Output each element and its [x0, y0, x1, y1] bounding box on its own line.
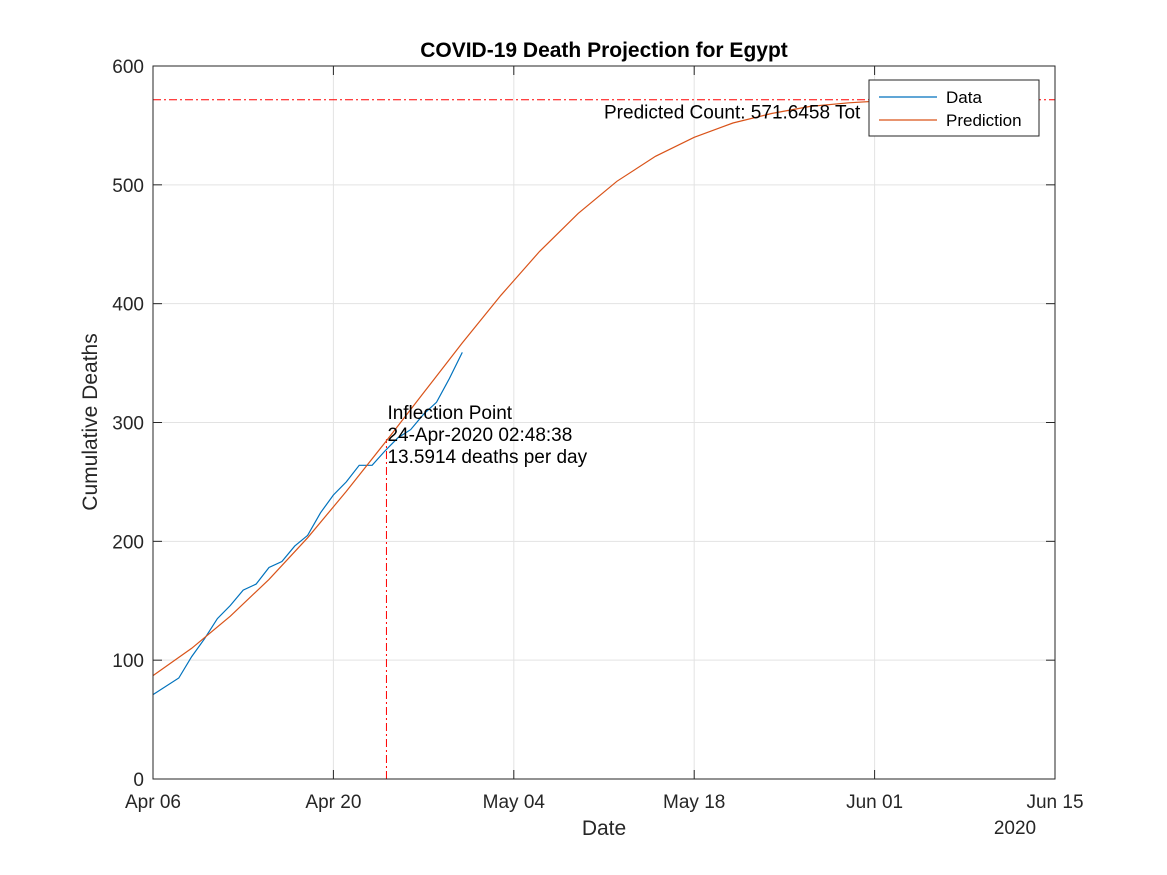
series-line-prediction [152, 99, 888, 677]
y-tick-label: 300 [112, 414, 144, 435]
inflection-point-annotation-line: Inflection Point [387, 403, 512, 424]
y-tick-label: 200 [112, 532, 144, 553]
annotations: Predicted Count: 571.6458 Tot Inflection … [387, 102, 861, 468]
x-tick-label: May 18 [663, 792, 725, 813]
legend-box [868, 79, 1040, 137]
series-lines [152, 99, 888, 696]
series-line-data [152, 352, 463, 696]
legend: Data Prediction [868, 79, 1040, 137]
x-tick-label: Jun 15 [1026, 792, 1083, 813]
chart-title: COVID-19 Death Projection for Egypt [420, 39, 788, 62]
y-tick-label: 0 [133, 770, 144, 791]
axis-ticks: Apr 06 Apr 20 May 04 May 18 Jun 01 Jun 15 0 100… [112, 57, 1083, 813]
x-axis-label: Date [582, 817, 626, 840]
legend-label-prediction: Prediction [946, 111, 1022, 130]
inflection-point-annotation-line: 24-Apr-2020 02:48:38 [387, 425, 572, 446]
x-tick-label: Apr 06 [125, 792, 181, 813]
x-tick-label: Jun 01 [846, 792, 903, 813]
y-tick-label: 100 [112, 651, 144, 672]
y-tick-label: 400 [112, 295, 144, 316]
y-tick-label: 600 [112, 57, 144, 78]
x-tick-label: Apr 20 [305, 792, 361, 813]
x-axis-year-label: 2020 [994, 818, 1036, 839]
x-tick-label: May 04 [483, 792, 546, 813]
inflection-point-annotation-line: 13.5914 deaths per day [387, 447, 587, 468]
predicted-count-annotation: Predicted Count: 571.6458 Tot [604, 102, 861, 123]
y-axis-label: Cumulative Deaths [79, 333, 102, 510]
legend-label-data: Data [946, 88, 982, 107]
y-tick-label: 500 [112, 176, 144, 197]
reference-lines [153, 99, 1055, 779]
